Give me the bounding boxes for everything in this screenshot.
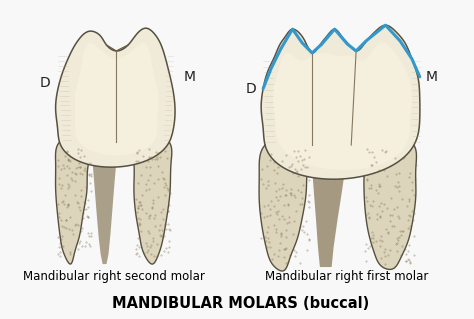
- Polygon shape: [364, 137, 417, 270]
- Text: Mandibular right first molar: Mandibular right first molar: [264, 271, 428, 284]
- Polygon shape: [93, 142, 116, 264]
- Polygon shape: [261, 25, 420, 179]
- Polygon shape: [273, 43, 412, 170]
- Text: M: M: [184, 70, 196, 84]
- Text: Mandibular right second molar: Mandibular right second molar: [23, 271, 205, 284]
- Polygon shape: [55, 136, 93, 264]
- Text: D: D: [39, 76, 50, 90]
- Polygon shape: [310, 145, 349, 267]
- Text: D: D: [246, 82, 257, 96]
- Text: MANDIBULAR MOLARS (buccal): MANDIBULAR MOLARS (buccal): [112, 296, 369, 311]
- Polygon shape: [133, 136, 172, 264]
- Polygon shape: [75, 43, 158, 155]
- Polygon shape: [259, 137, 311, 271]
- Polygon shape: [55, 28, 175, 167]
- Text: M: M: [426, 70, 438, 84]
